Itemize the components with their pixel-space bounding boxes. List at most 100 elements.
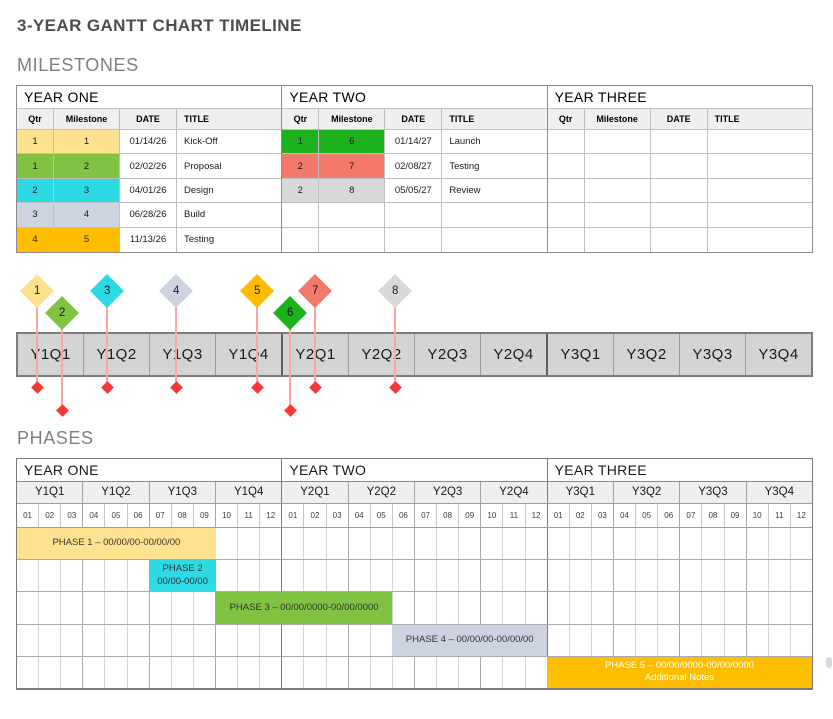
- phases-grid-cell: [679, 528, 701, 560]
- milestone-date-cell[interactable]: [650, 178, 708, 204]
- milestone-qtr-cell[interactable]: 3: [17, 203, 54, 228]
- milestone-date-cell[interactable]: [651, 227, 708, 253]
- phases-grid-cell: [767, 624, 790, 656]
- milestone-title-cell[interactable]: [707, 179, 812, 204]
- milestone-date-cell[interactable]: 02/02/26: [120, 154, 177, 179]
- milestone-title-cell[interactable]: [708, 228, 812, 252]
- milestone-title-cell[interactable]: Testing: [442, 154, 547, 179]
- phases-grid-cell: [745, 624, 768, 656]
- milestone-milestone-cell[interactable]: [584, 178, 651, 204]
- milestone-date-cell[interactable]: 02/08/27: [385, 154, 443, 179]
- milestone-column-header: Milestone: [319, 109, 386, 130]
- milestone-title-cell[interactable]: [442, 203, 547, 228]
- milestone-date-cell[interactable]: 01/14/27: [385, 130, 443, 155]
- phases-grid-cell: [502, 656, 524, 689]
- milestone-column-header-row: Qtr Milestone DATE TITLE: [282, 109, 547, 130]
- milestone-date-cell[interactable]: [650, 203, 708, 228]
- milestone-milestone-cell[interactable]: 2: [54, 154, 120, 179]
- milestone-qtr-cell[interactable]: [547, 130, 585, 155]
- milestone-date-cell[interactable]: [650, 130, 708, 155]
- milestone-qtr-cell[interactable]: 1: [282, 130, 320, 155]
- milestone-qtr-cell[interactable]: 2: [17, 178, 54, 204]
- milestone-marker-diamond-6[interactable]: 6: [273, 296, 307, 330]
- milestone-title-cell[interactable]: Review: [442, 179, 547, 204]
- milestone-title-cell[interactable]: Kick-Off: [177, 130, 282, 155]
- milestone-title-cell[interactable]: Build: [177, 203, 282, 228]
- milestone-row: 4 5 11/13/26 Testing: [17, 227, 281, 253]
- phases-grid-cell: [126, 592, 149, 624]
- phase-bar-5[interactable]: PHASE 5 – 00/00/0000-00/00/0000 Additiona…: [546, 656, 812, 689]
- phases-grid-cell: [789, 624, 812, 656]
- milestone-milestone-cell[interactable]: 6: [319, 130, 386, 155]
- milestone-qtr-cell[interactable]: 1: [17, 154, 54, 179]
- phases-grid-cell: [657, 528, 679, 560]
- milestone-drop-diamond-icon: [308, 380, 322, 394]
- milestone-milestone-cell[interactable]: 4: [54, 203, 120, 228]
- milestone-title-cell[interactable]: Testing: [184, 234, 215, 246]
- milestone-title-cell[interactable]: [707, 154, 812, 179]
- milestone-title-cell[interactable]: Proposal: [177, 154, 282, 179]
- milestone-date-cell[interactable]: [650, 154, 708, 179]
- milestone-date-cell[interactable]: [385, 203, 443, 228]
- phase-bar-4[interactable]: PHASE 4 – 00/00/00-00/00/00: [392, 624, 547, 656]
- milestone-milestone-cell[interactable]: [319, 203, 386, 228]
- milestone-milestone-cell[interactable]: 7: [319, 154, 386, 179]
- milestone-marker-diamond-7[interactable]: 7: [298, 274, 332, 308]
- milestone-qtr-cell[interactable]: 1: [17, 130, 54, 155]
- milestone-qtr-cell[interactable]: 2: [282, 178, 320, 204]
- milestone-title-cell[interactable]: Design: [177, 179, 282, 204]
- phases-grid-cell: [701, 528, 723, 560]
- milestone-milestone-cell[interactable]: [585, 227, 651, 253]
- milestone-marker-diamond-2[interactable]: 2: [45, 296, 79, 330]
- milestone-title-cell[interactable]: Launch: [442, 130, 547, 155]
- milestone-date-cell[interactable]: 04/01/26: [120, 178, 177, 204]
- milestone-marker-diamond-8[interactable]: 8: [378, 274, 412, 308]
- milestone-qtr-cell[interactable]: [547, 203, 585, 228]
- milestone-marker-diamond-4[interactable]: 4: [159, 274, 193, 308]
- milestone-date-cell[interactable]: 06/28/26: [120, 203, 177, 228]
- milestone-qtr-cell[interactable]: [282, 227, 320, 253]
- milestone-title-cell[interactable]: [442, 228, 546, 252]
- milestone-marker-diamond-5[interactable]: 5: [240, 274, 274, 308]
- phase-bar-2[interactable]: PHASE 2 00/00-00/00: [149, 560, 216, 592]
- milestone-marker-number: 7: [311, 285, 319, 297]
- milestone-milestone-cell[interactable]: 1: [54, 130, 120, 155]
- milestone-date-cell[interactable]: 11/13/26: [120, 227, 177, 253]
- milestone-date-cell[interactable]: [385, 227, 443, 253]
- milestone-title-cell[interactable]: [707, 130, 812, 155]
- milestone-date-cell[interactable]: 05/05/27: [385, 178, 443, 204]
- milestone-qtr-cell[interactable]: [547, 178, 585, 204]
- phase-bar-3[interactable]: PHASE 3 – 00/00/0000-00/00/0000: [215, 592, 393, 624]
- milestone-milestone-cell[interactable]: 3: [54, 178, 120, 204]
- milestone-drop-diamond-icon: [169, 380, 183, 394]
- phases-grid-cell: [635, 592, 657, 624]
- milestone-milestone-cell[interactable]: [584, 203, 651, 228]
- milestone-qtr-cell[interactable]: [547, 154, 585, 179]
- phases-grid-cell: [281, 624, 303, 656]
- phases-grid-cell: [436, 560, 458, 592]
- phases-grid-cell: [303, 656, 325, 689]
- milestone-marker-diamond-1[interactable]: 1: [20, 274, 54, 308]
- milestone-column-header: Qtr: [282, 109, 320, 130]
- phases-grid-row: PHASE 1 – 00/00/00-00/00/00: [17, 528, 812, 561]
- milestone-date-cell[interactable]: 01/14/26: [120, 130, 177, 155]
- milestone-milestone-cell[interactable]: [584, 154, 651, 179]
- phase-bar-1[interactable]: PHASE 1 – 00/00/00-00/00/00: [17, 528, 216, 560]
- milestone-milestone-cell[interactable]: [319, 227, 386, 253]
- milestone-title-cell[interactable]: [707, 203, 812, 228]
- milestone-qtr-cell[interactable]: [548, 227, 585, 253]
- phases-quarter-cell: Y1Q2: [82, 482, 148, 503]
- phases-year-label: YEAR TWO: [281, 459, 546, 481]
- phases-grid-cell: [126, 624, 149, 656]
- milestone-qtr-cell[interactable]: 2: [282, 154, 320, 179]
- milestone-qtr-cell[interactable]: 4: [17, 227, 54, 253]
- milestone-marker-diamond-3[interactable]: 3: [90, 274, 124, 308]
- scrollbar-thumb[interactable]: [826, 657, 832, 668]
- milestone-milestone-cell[interactable]: 5: [54, 227, 120, 253]
- phases-grid-cell: [767, 528, 790, 560]
- milestone-qtr-cell[interactable]: [282, 203, 320, 228]
- milestone-milestone-cell[interactable]: [584, 130, 651, 155]
- phases-grid-cell: [502, 528, 524, 560]
- milestone-milestone-cell[interactable]: 8: [319, 178, 386, 204]
- phases-grid-cell: [458, 528, 480, 560]
